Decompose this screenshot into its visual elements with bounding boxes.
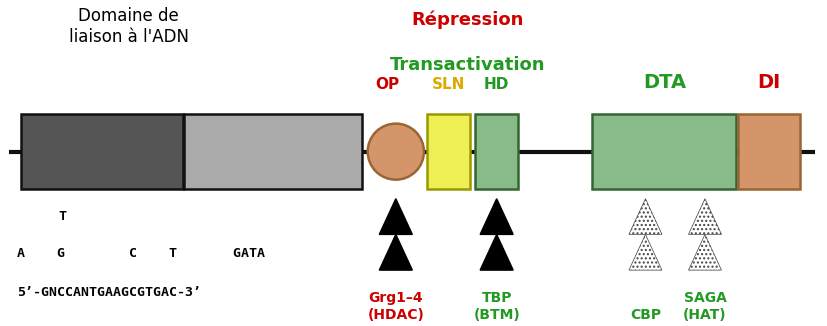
Bar [427, 114, 470, 189]
Bar [737, 114, 799, 189]
Bar [475, 114, 518, 189]
Text: A    G        C    T       GATA: A G C T GATA [17, 247, 265, 260]
Text: TBP
(BTM): TBP (BTM) [473, 291, 519, 322]
Polygon shape [379, 234, 412, 270]
Text: OP: OP [375, 77, 399, 92]
Text: CBP: CBP [629, 308, 660, 322]
Polygon shape [687, 199, 720, 234]
Text: Grg1–4
(HDAC): Grg1–4 (HDAC) [367, 291, 423, 322]
Polygon shape [480, 234, 513, 270]
Text: Transactivation: Transactivation [390, 56, 545, 74]
Polygon shape [629, 234, 661, 270]
Text: DI: DI [756, 73, 779, 92]
Polygon shape [480, 199, 513, 234]
Text: Domaine de
liaison à l'ADN: Domaine de liaison à l'ADN [69, 7, 189, 46]
Text: Répression: Répression [411, 10, 523, 29]
Polygon shape [379, 199, 412, 234]
Text: DTA: DTA [642, 73, 686, 92]
Polygon shape [629, 199, 661, 234]
Bar [22, 114, 182, 189]
Text: T: T [59, 210, 67, 223]
Ellipse shape [367, 124, 423, 180]
Text: HD: HD [484, 77, 509, 92]
Text: 5’-GNCCANTGAAGCGTGAC-3’: 5’-GNCCANTGAAGCGTGAC-3’ [17, 286, 201, 299]
Polygon shape [687, 234, 720, 270]
Text: SLN: SLN [432, 77, 465, 92]
Bar [184, 114, 361, 189]
Bar [591, 114, 735, 189]
Text: SAGA
(HAT): SAGA (HAT) [682, 291, 726, 322]
